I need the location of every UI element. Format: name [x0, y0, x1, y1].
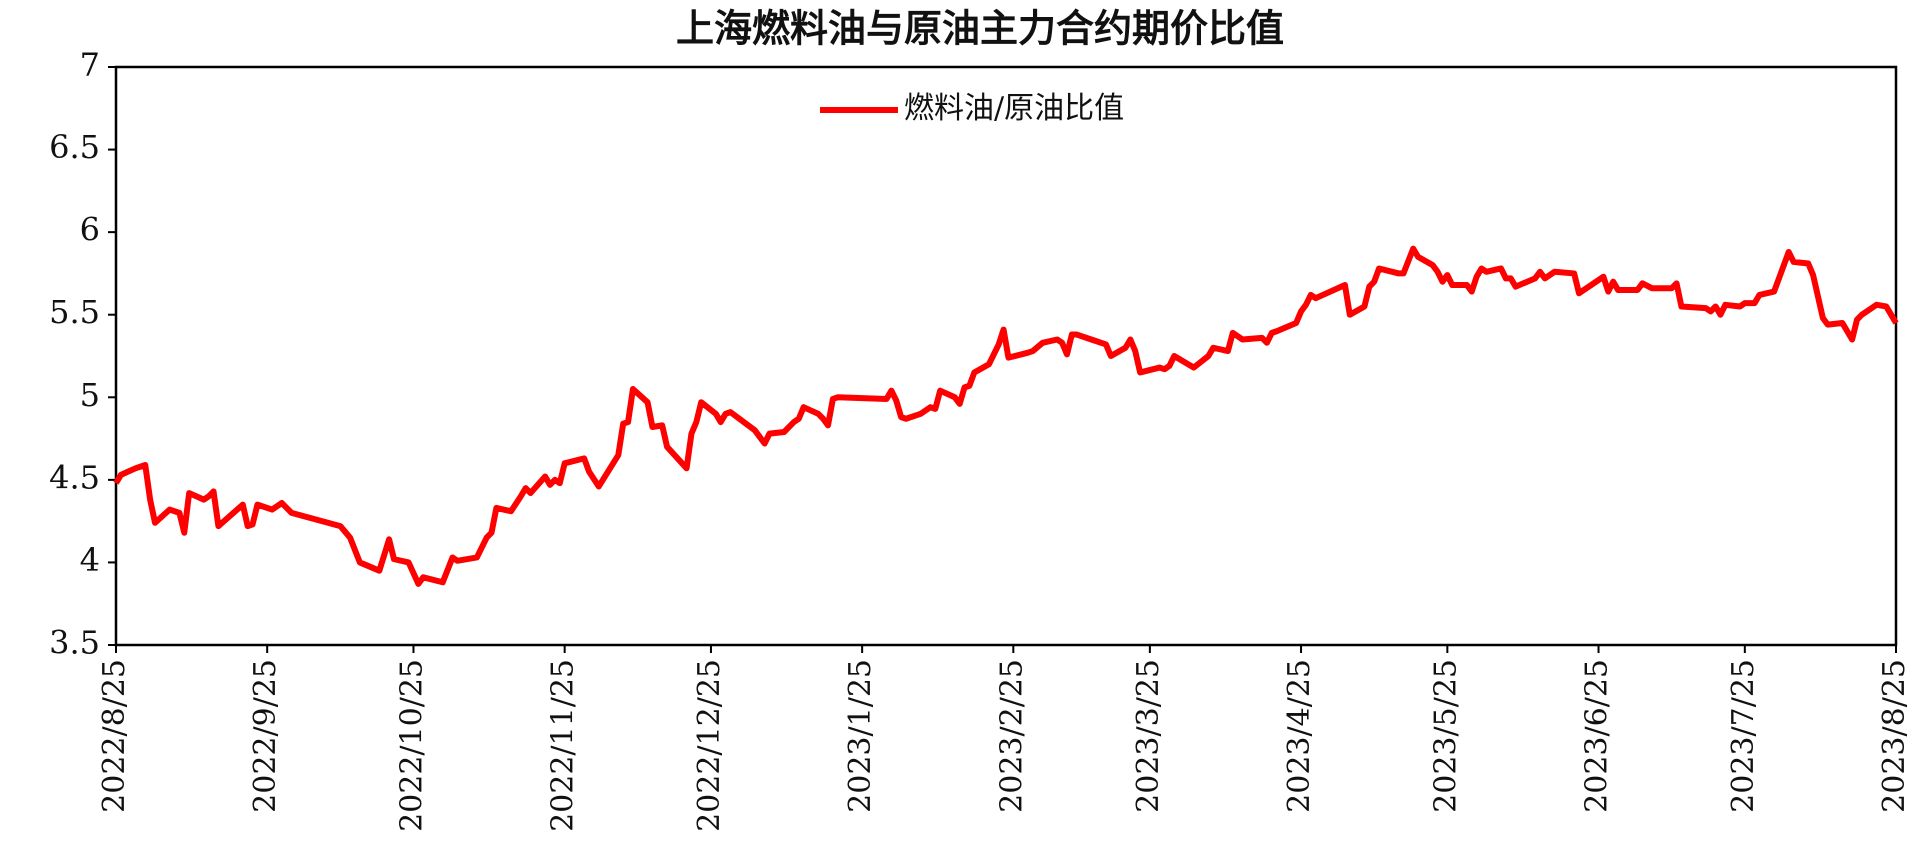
plot-frame [114, 65, 1898, 647]
x-tick-label: 2022/11/25 [546, 659, 581, 832]
y-tick-label: 4 [80, 541, 100, 579]
legend-label: 燃料油/原油比值 [904, 91, 1124, 126]
y-tick-label: 3.5 [49, 624, 100, 662]
x-tick-label: 2023/5/25 [1428, 659, 1463, 813]
y-tick-label: 5 [80, 376, 100, 414]
x-tick-label: 2023/8/25 [1877, 659, 1912, 813]
chart-title: 上海燃料油与原油主力合约期价比值 [676, 6, 1284, 51]
y-tick-label: 4.5 [49, 458, 100, 496]
y-tick-label: 6.5 [49, 128, 100, 166]
y-tick-label: 6 [80, 211, 100, 249]
x-tick-label: 2022/12/25 [692, 659, 727, 832]
x-tick-label: 2023/2/25 [994, 659, 1029, 813]
data-line [113, 245, 1899, 587]
x-tick-label: 2022/8/25 [97, 659, 132, 813]
x-tick-label: 2023/6/25 [1580, 659, 1615, 813]
x-tick-label: 2022/9/25 [248, 659, 283, 813]
x-tick-label: 2023/4/25 [1282, 659, 1317, 813]
x-tick-label: 2023/1/25 [843, 659, 878, 813]
y-tick-label: 7 [80, 46, 100, 84]
x-tick-label: 2023/3/25 [1131, 659, 1166, 813]
x-tick-label: 2022/10/25 [394, 659, 429, 832]
x-tick-label: 2023/7/25 [1726, 659, 1761, 813]
y-tick-label: 5.5 [49, 293, 100, 331]
